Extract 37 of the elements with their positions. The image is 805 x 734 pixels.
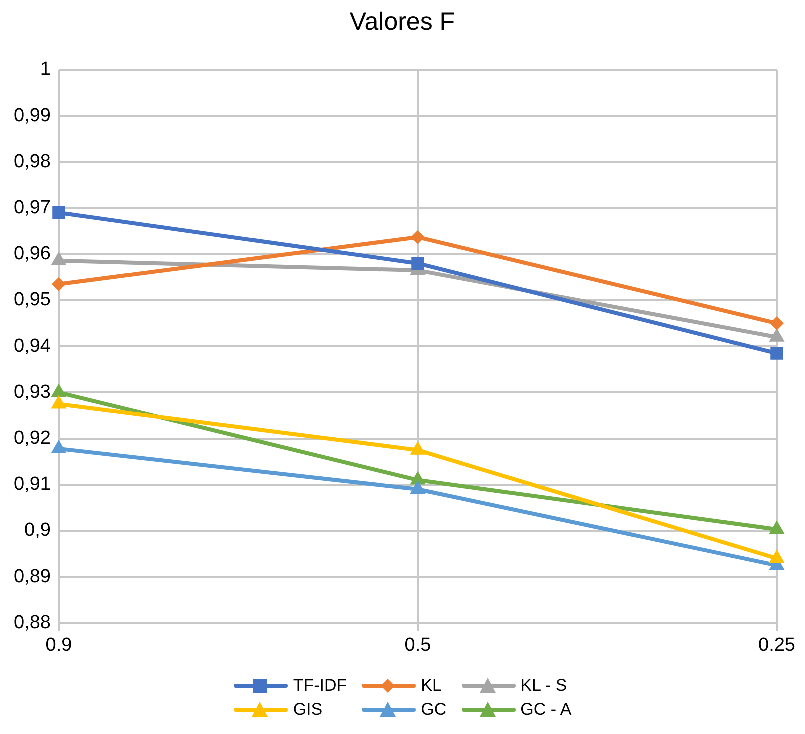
y-tick-label: 0,93 bbox=[14, 382, 51, 403]
legend-label: KL bbox=[421, 676, 442, 696]
point bbox=[51, 384, 67, 398]
x-tick-label: 0.25 bbox=[758, 634, 796, 656]
point bbox=[51, 395, 67, 409]
y-tick-label: 0,9 bbox=[24, 520, 51, 542]
legend-label: KL - S bbox=[520, 676, 568, 696]
y-tick-label: 0,97 bbox=[14, 198, 51, 219]
legend-label: GC - A bbox=[520, 700, 572, 720]
point bbox=[769, 550, 785, 564]
legend-label: GC bbox=[421, 700, 447, 720]
point bbox=[770, 347, 784, 360]
y-tick-label: 0,88 bbox=[14, 612, 51, 634]
y-tick-label: 0,98 bbox=[14, 151, 51, 172]
point bbox=[769, 520, 785, 534]
point bbox=[52, 277, 66, 292]
point bbox=[410, 480, 426, 494]
y-tick-label: 0,96 bbox=[14, 244, 51, 265]
legend-label: GIS bbox=[293, 700, 323, 720]
y-tick-label: 0,91 bbox=[14, 474, 51, 496]
point bbox=[410, 441, 426, 455]
point bbox=[412, 257, 424, 270]
point bbox=[51, 440, 67, 454]
point bbox=[770, 316, 784, 331]
y-tick-label: 1 bbox=[40, 59, 51, 80]
y-tick-label: 0,99 bbox=[14, 105, 51, 126]
point bbox=[769, 328, 785, 342]
x-tick-label: 0.5 bbox=[404, 634, 432, 656]
chart-title: Valores F bbox=[348, 8, 456, 37]
point bbox=[410, 230, 425, 244]
y-tick-label: 0,94 bbox=[14, 336, 52, 357]
y-tick-label: 0,92 bbox=[14, 428, 51, 450]
y-tick-label: 0,89 bbox=[14, 566, 51, 588]
y-tick-label: 0,95 bbox=[14, 290, 51, 311]
legend-label: TF-IDF bbox=[293, 676, 348, 696]
point bbox=[52, 206, 66, 220]
x-tick-label: 0.9 bbox=[46, 634, 72, 656]
